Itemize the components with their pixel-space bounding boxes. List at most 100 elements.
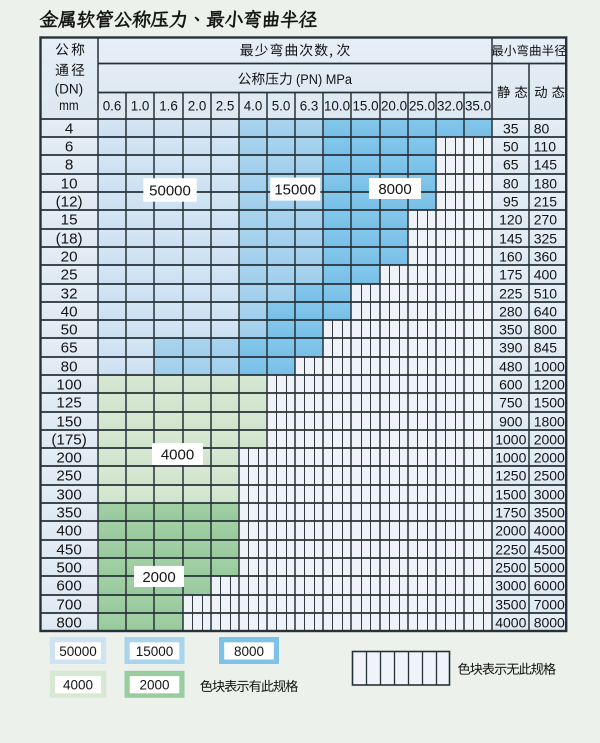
svg-text:32: 32 [61,285,78,302]
svg-text:600: 600 [499,376,523,392]
svg-text:80: 80 [534,120,550,136]
svg-text:3000: 3000 [495,577,526,593]
svg-text:4.0: 4.0 [244,98,263,113]
svg-text:4500: 4500 [534,541,565,557]
svg-text:3500: 3500 [534,504,565,520]
svg-text:25.0: 25.0 [409,98,435,113]
svg-text:mm: mm [59,98,79,113]
svg-text:95: 95 [503,193,519,209]
svg-text:270: 270 [534,211,558,227]
svg-text:(12): (12) [56,193,83,210]
svg-text:400: 400 [56,522,81,539]
svg-text:4: 4 [65,120,73,137]
svg-text:(175): (175) [51,431,86,448]
svg-text:2000: 2000 [534,449,565,465]
svg-text:180: 180 [534,175,558,191]
svg-text:510: 510 [534,285,558,301]
svg-text:5000: 5000 [534,559,565,575]
svg-text:2250: 2250 [495,541,526,557]
svg-text:4000: 4000 [534,522,565,538]
svg-text:800: 800 [56,614,81,631]
svg-text:325: 325 [534,230,558,246]
svg-text:1000: 1000 [495,449,526,465]
svg-text:6: 6 [65,138,73,155]
svg-text:390: 390 [499,339,523,355]
svg-text:15000: 15000 [274,182,316,199]
svg-text:120: 120 [499,211,523,227]
svg-text:2500: 2500 [495,559,526,575]
svg-text:8000: 8000 [378,181,411,198]
svg-text:1.0: 1.0 [131,98,150,113]
svg-text:225: 225 [499,285,523,301]
svg-text:145: 145 [499,230,523,246]
svg-text:1500: 1500 [495,486,526,502]
svg-text:900: 900 [499,413,523,429]
svg-text:2000: 2000 [142,569,175,586]
svg-text:845: 845 [534,339,558,355]
svg-text:100: 100 [56,376,81,393]
svg-text:8: 8 [65,156,73,173]
svg-text:800: 800 [534,321,558,337]
svg-text:65: 65 [61,339,78,356]
svg-text:4000: 4000 [63,678,93,693]
svg-text:(PN) MPa: (PN) MPa [296,72,352,87]
svg-text:175: 175 [499,266,523,282]
svg-text:6000: 6000 [534,577,565,593]
svg-text:350: 350 [56,504,81,521]
svg-text:450: 450 [56,541,81,558]
svg-text:1000: 1000 [534,358,565,374]
svg-text:3000: 3000 [534,486,565,502]
svg-text:2.5: 2.5 [216,98,235,113]
svg-text:15.0: 15.0 [352,98,378,113]
svg-text:(DN): (DN) [55,81,84,96]
svg-text:4000: 4000 [161,446,194,463]
svg-text:400: 400 [534,266,558,282]
svg-text:35: 35 [503,120,519,136]
svg-text:145: 145 [534,156,558,172]
svg-text:80: 80 [61,358,78,375]
svg-text:4000: 4000 [495,614,526,630]
svg-text:700: 700 [56,596,81,613]
svg-text:1.6: 1.6 [159,98,178,113]
svg-text:150: 150 [56,413,81,430]
svg-text:20.0: 20.0 [381,98,407,113]
svg-text:280: 280 [499,303,523,319]
svg-text:480: 480 [499,358,523,374]
svg-text:2000: 2000 [139,678,169,693]
svg-text:2000: 2000 [495,522,526,538]
svg-text:15: 15 [61,211,78,228]
svg-text:7000: 7000 [534,596,565,612]
svg-text:2.0: 2.0 [188,98,207,113]
svg-text:(18): (18) [56,230,83,247]
svg-text:8000: 8000 [534,614,565,630]
svg-text:350: 350 [499,321,523,337]
svg-text:2000: 2000 [534,431,565,447]
svg-text:200: 200 [56,449,81,466]
svg-text:250: 250 [56,467,81,484]
svg-text:160: 160 [499,248,523,264]
svg-text:360: 360 [534,248,558,264]
svg-text:35.0: 35.0 [465,98,491,113]
svg-text:40: 40 [61,303,78,320]
svg-text:500: 500 [56,559,81,576]
svg-text:1750: 1750 [495,504,526,520]
svg-text:80: 80 [503,175,519,191]
svg-text:50: 50 [61,321,78,338]
svg-text:10.0: 10.0 [324,98,350,113]
svg-text:65: 65 [503,156,519,172]
svg-text:110: 110 [534,138,557,154]
svg-text:3500: 3500 [495,596,526,612]
svg-text:8000: 8000 [234,644,264,659]
svg-text:2500: 2500 [534,467,565,483]
svg-text:1200: 1200 [534,376,565,392]
svg-text:15000: 15000 [136,644,174,659]
svg-text:32.0: 32.0 [437,98,463,113]
svg-text:125: 125 [56,394,81,411]
svg-text:50000: 50000 [149,182,191,199]
svg-text:1500: 1500 [534,394,565,410]
svg-text:6.3: 6.3 [300,98,319,113]
svg-text:300: 300 [56,486,81,503]
svg-text:215: 215 [534,193,558,209]
svg-text:0.6: 0.6 [103,98,122,113]
svg-text:50: 50 [503,138,519,154]
